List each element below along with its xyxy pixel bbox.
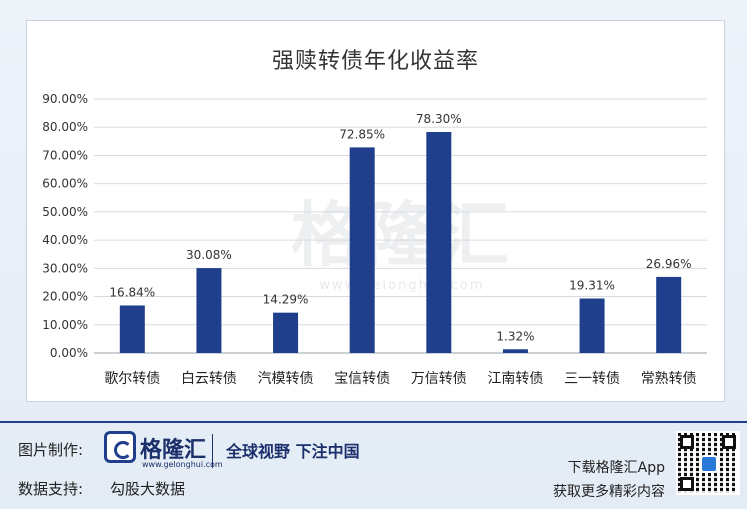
x-tick-label: 歌尔转债 — [104, 371, 160, 387]
y-tick-label: 50.00% — [42, 205, 88, 219]
brand-separator — [212, 434, 213, 468]
bar — [579, 298, 605, 353]
x-tick-label: 江南转债 — [487, 371, 543, 387]
gelonghui-logo-icon — [104, 431, 136, 463]
y-tick-label: 30.00% — [42, 261, 88, 275]
brand-name: 格隆汇 — [140, 438, 207, 463]
y-tick-label: 10.00% — [42, 318, 88, 332]
bar — [273, 312, 299, 353]
app-more-text: 获取更多精彩内容 — [553, 484, 665, 500]
data-label: 19.31% — [569, 279, 615, 293]
footer-divider — [0, 421, 747, 423]
data-support-value: 勾股大数据 — [110, 480, 186, 498]
x-tick-label: 汽模转债 — [258, 371, 314, 387]
app-download-text: 下载格隆汇App — [567, 460, 665, 476]
y-tick-label: 80.00% — [42, 120, 88, 134]
bar-chart: 0.00% 10.00% 20.00% 30.00% 40.00% 50.00% 60.00… — [42, 92, 707, 387]
slogan: 全球视野 下注中国 — [226, 442, 360, 461]
bar — [502, 349, 528, 353]
x-tick-label: 白云转债 — [181, 371, 237, 387]
chart-card: 强赎转债年化收益率 格隆汇 www.gelonghui.com 0.00% 10.… — [26, 20, 725, 402]
data-label: 16.84% — [109, 285, 155, 299]
watermark: 格隆汇 — [291, 194, 513, 276]
x-tick-label: 宝信转债 — [334, 371, 390, 387]
data-label: 14.29% — [263, 293, 309, 307]
app-logo-icon — [700, 455, 718, 473]
y-tick-label: 90.00% — [42, 92, 88, 106]
y-tick-label: 40.00% — [42, 233, 88, 247]
data-label: 26.96% — [646, 257, 692, 271]
bar — [349, 147, 375, 353]
data-support-label: 数据支持: — [18, 480, 84, 498]
x-tick-label: 万信转债 — [411, 371, 467, 387]
y-tick-label: 20.00% — [42, 290, 88, 304]
brand-url: www.gelonghui.com — [142, 460, 223, 469]
chart-title: 强赎转债年化收益率 — [271, 49, 479, 74]
data-label: 78.30% — [416, 112, 462, 126]
image-credit-label: 图片制作: — [18, 441, 84, 459]
y-tick-label: 70.00% — [42, 148, 88, 162]
qr-code-icon[interactable] — [676, 431, 740, 495]
y-tick-label: 0.00% — [50, 346, 88, 360]
x-tick-label: 常熟转债 — [641, 371, 697, 387]
bar — [196, 268, 222, 353]
bar — [656, 276, 682, 353]
y-tick-label: 60.00% — [42, 177, 88, 191]
data-label: 1.32% — [496, 329, 534, 343]
bar — [426, 132, 452, 353]
data-label: 30.08% — [186, 248, 232, 262]
bar — [119, 305, 145, 353]
data-label: 72.85% — [339, 127, 385, 141]
x-tick-label: 三一转债 — [564, 371, 620, 387]
